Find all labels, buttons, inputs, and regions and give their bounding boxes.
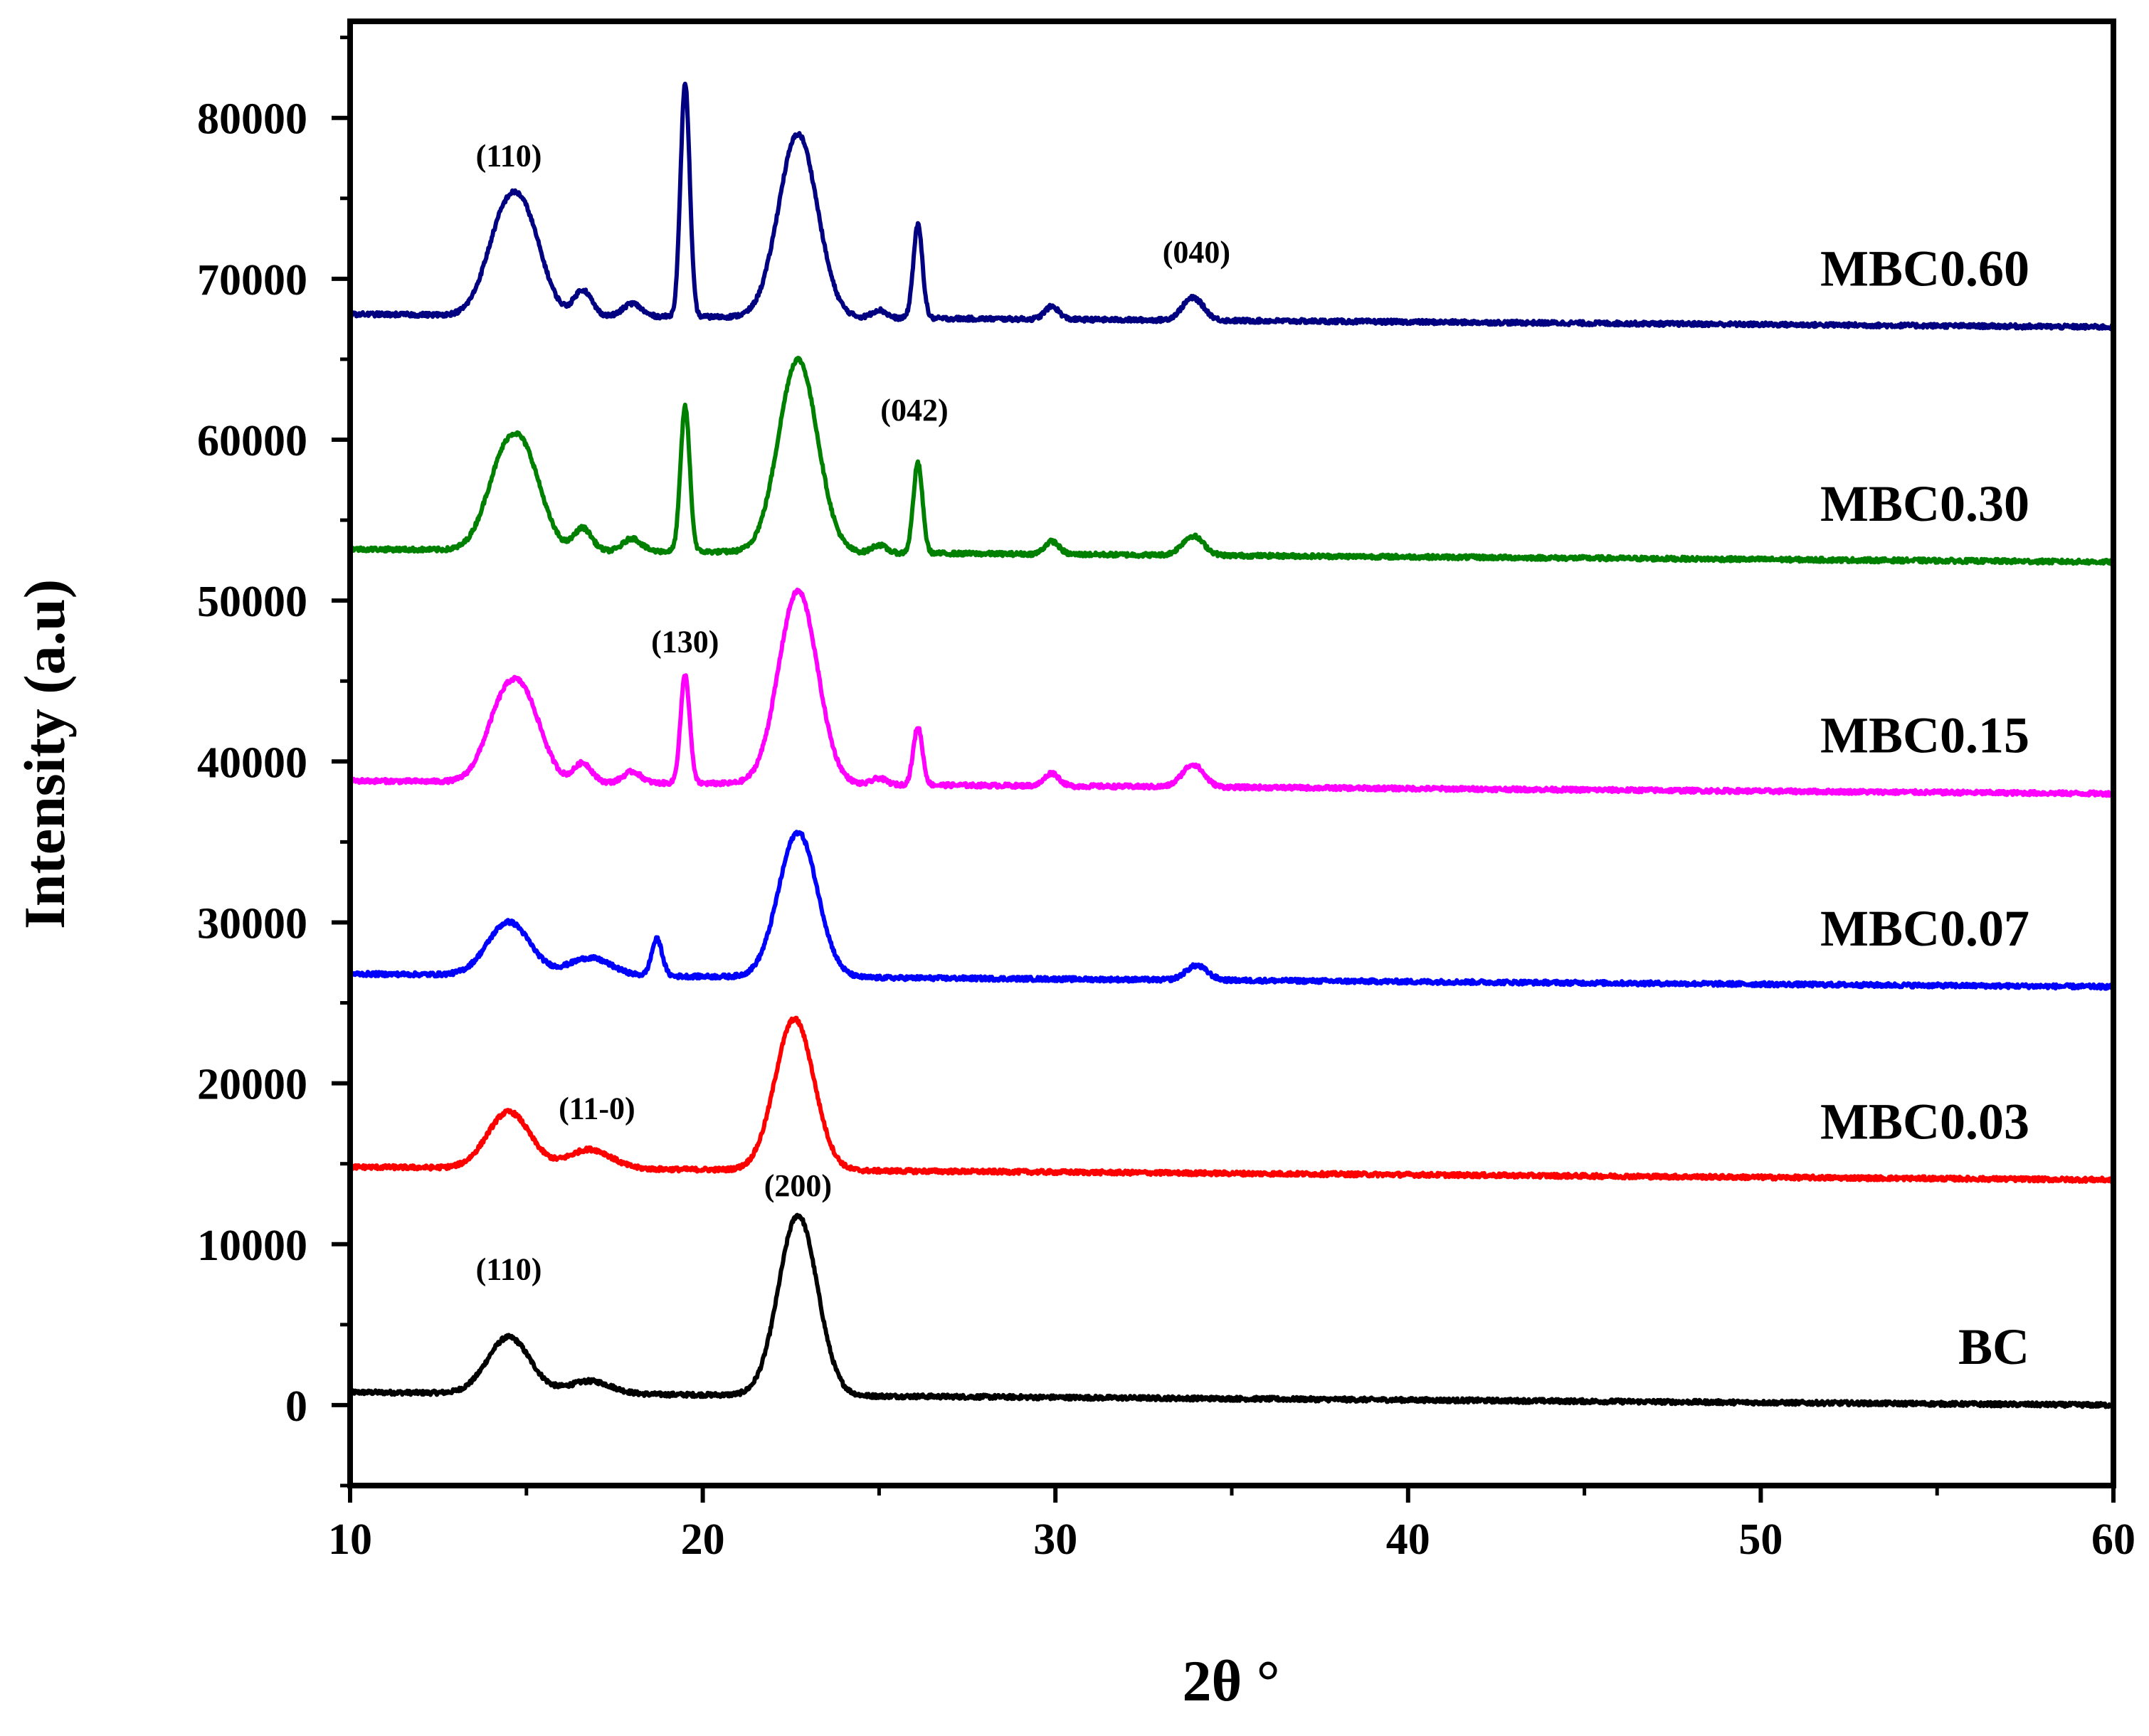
peak-annotation: (040) xyxy=(1163,235,1230,270)
y-axis-title: Intensity (a.u) xyxy=(12,579,77,929)
x-axis-title: 2θ ° xyxy=(1182,1648,1279,1713)
y-tick-label: 10000 xyxy=(197,1222,307,1270)
y-tick-label: 80000 xyxy=(197,95,307,144)
series-line-mbc0-30 xyxy=(348,356,2116,566)
series-line-bc xyxy=(348,1212,2116,1409)
y-tick-label: 60000 xyxy=(197,417,307,465)
x-tick-label: 60 xyxy=(2091,1515,2135,1564)
series-label-bc: BC xyxy=(1958,1318,2029,1375)
series-line-mbc0-03 xyxy=(348,1015,2116,1184)
series-label-mbc0-15: MBC0.15 xyxy=(1820,707,2029,764)
series-label-mbc0-30: MBC0.30 xyxy=(1820,475,2029,532)
y-tick-label: 40000 xyxy=(197,739,307,787)
x-tick-label: 50 xyxy=(1738,1515,1783,1564)
series-line-mbc0-60 xyxy=(348,81,2116,332)
peak-annotation: (110) xyxy=(476,1252,542,1287)
series-label-mbc0-03: MBC0.03 xyxy=(1820,1093,2029,1150)
y-tick-label: 0 xyxy=(285,1382,307,1431)
series-label-mbc0-07: MBC0.07 xyxy=(1820,900,2029,957)
peak-annotation: (042) xyxy=(880,393,948,428)
x-tick-label: 40 xyxy=(1386,1515,1430,1564)
series-line-mbc0-15 xyxy=(348,587,2116,798)
y-tick-label: 50000 xyxy=(197,578,307,626)
y-tick-label: 70000 xyxy=(197,256,307,305)
series-label-mbc0-60: MBC0.60 xyxy=(1820,240,2029,297)
series-layer xyxy=(348,81,2116,1409)
x-tick-label: 20 xyxy=(681,1515,725,1564)
series-line-mbc0-07 xyxy=(348,830,2116,991)
peak-annotation: (130) xyxy=(651,625,719,660)
peak-annotation: (110) xyxy=(476,139,542,174)
peak-annotation: (200) xyxy=(764,1168,832,1203)
y-tick-label: 30000 xyxy=(197,899,307,948)
labels-layer: BC MBC0.03 MBC0.07 MBC0.15 MBC0.30 MBC0.60 10 2… xyxy=(197,95,2135,1564)
y-tick-label: 20000 xyxy=(197,1061,307,1109)
x-tick-label: 30 xyxy=(1033,1515,1077,1564)
plot-frame xyxy=(347,18,2116,1488)
peak-annotation: (11-0) xyxy=(559,1091,635,1126)
x-tick-label: 10 xyxy=(328,1515,372,1564)
